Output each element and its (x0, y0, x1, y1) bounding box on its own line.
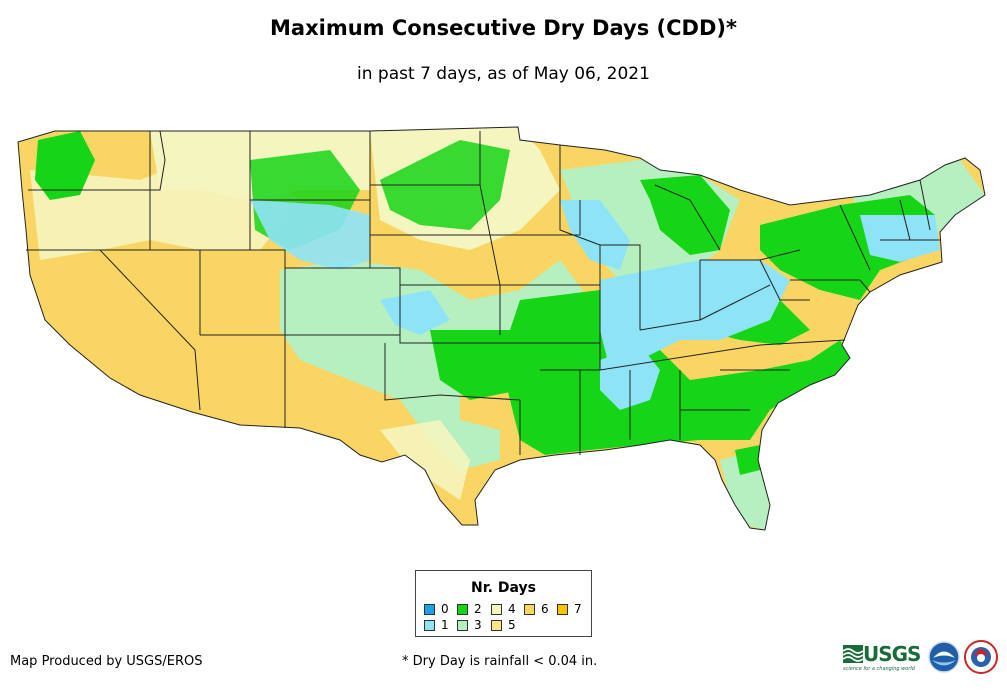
legend-title: Nr. Days (471, 580, 536, 596)
legend-swatch (524, 603, 535, 615)
legend-swatch (457, 603, 468, 615)
map-subtitle: in past 7 days, as of May 06, 2021 (357, 64, 650, 84)
dry-day-footnote: * Dry Day is rainfall < 0.04 in. (402, 654, 598, 669)
legend-item-4: 4 (491, 602, 516, 616)
legend-label: 5 (508, 618, 516, 632)
legend-item-0: 0 (424, 602, 449, 616)
nws-logo-icon (964, 640, 999, 674)
us-cdd-map (17, 126, 986, 531)
legend-item-1: 1 (424, 618, 449, 632)
agency-logos: USGS science for a changing world (843, 640, 999, 674)
legend: Nr. Days 0 1 2 3 4 5 6 7 (415, 570, 592, 637)
legend-item-6: 6 (524, 602, 549, 616)
usgs-tagline: science for a changing world (843, 666, 915, 672)
legend-swatch (424, 619, 435, 631)
legend-swatch (491, 619, 502, 631)
legend-label: 7 (574, 602, 582, 616)
legend-label: 1 (441, 618, 449, 632)
map-credit: Map Produced by USGS/EROS (10, 654, 203, 669)
usgs-wave-icon (843, 645, 863, 663)
legend-label: 6 (541, 602, 549, 616)
legend-swatch (557, 603, 568, 615)
usgs-wordmark: USGS (863, 642, 921, 666)
legend-item-5: 5 (491, 618, 516, 632)
legend-label: 3 (474, 618, 482, 632)
legend-item-2: 2 (457, 602, 482, 616)
noaa-logo-icon (928, 641, 961, 673)
usgs-logo: USGS science for a changing world (843, 642, 921, 672)
map-title: Maximum Consecutive Dry Days (CDD)* (270, 16, 737, 40)
legend-label: 4 (508, 602, 516, 616)
legend-item-3: 3 (457, 618, 482, 632)
legend-label: 2 (474, 602, 482, 616)
legend-swatch (457, 619, 468, 631)
legend-swatch (424, 603, 435, 615)
legend-label: 0 (441, 602, 449, 616)
legend-item-7: 7 (557, 602, 582, 616)
legend-swatch (491, 603, 502, 615)
